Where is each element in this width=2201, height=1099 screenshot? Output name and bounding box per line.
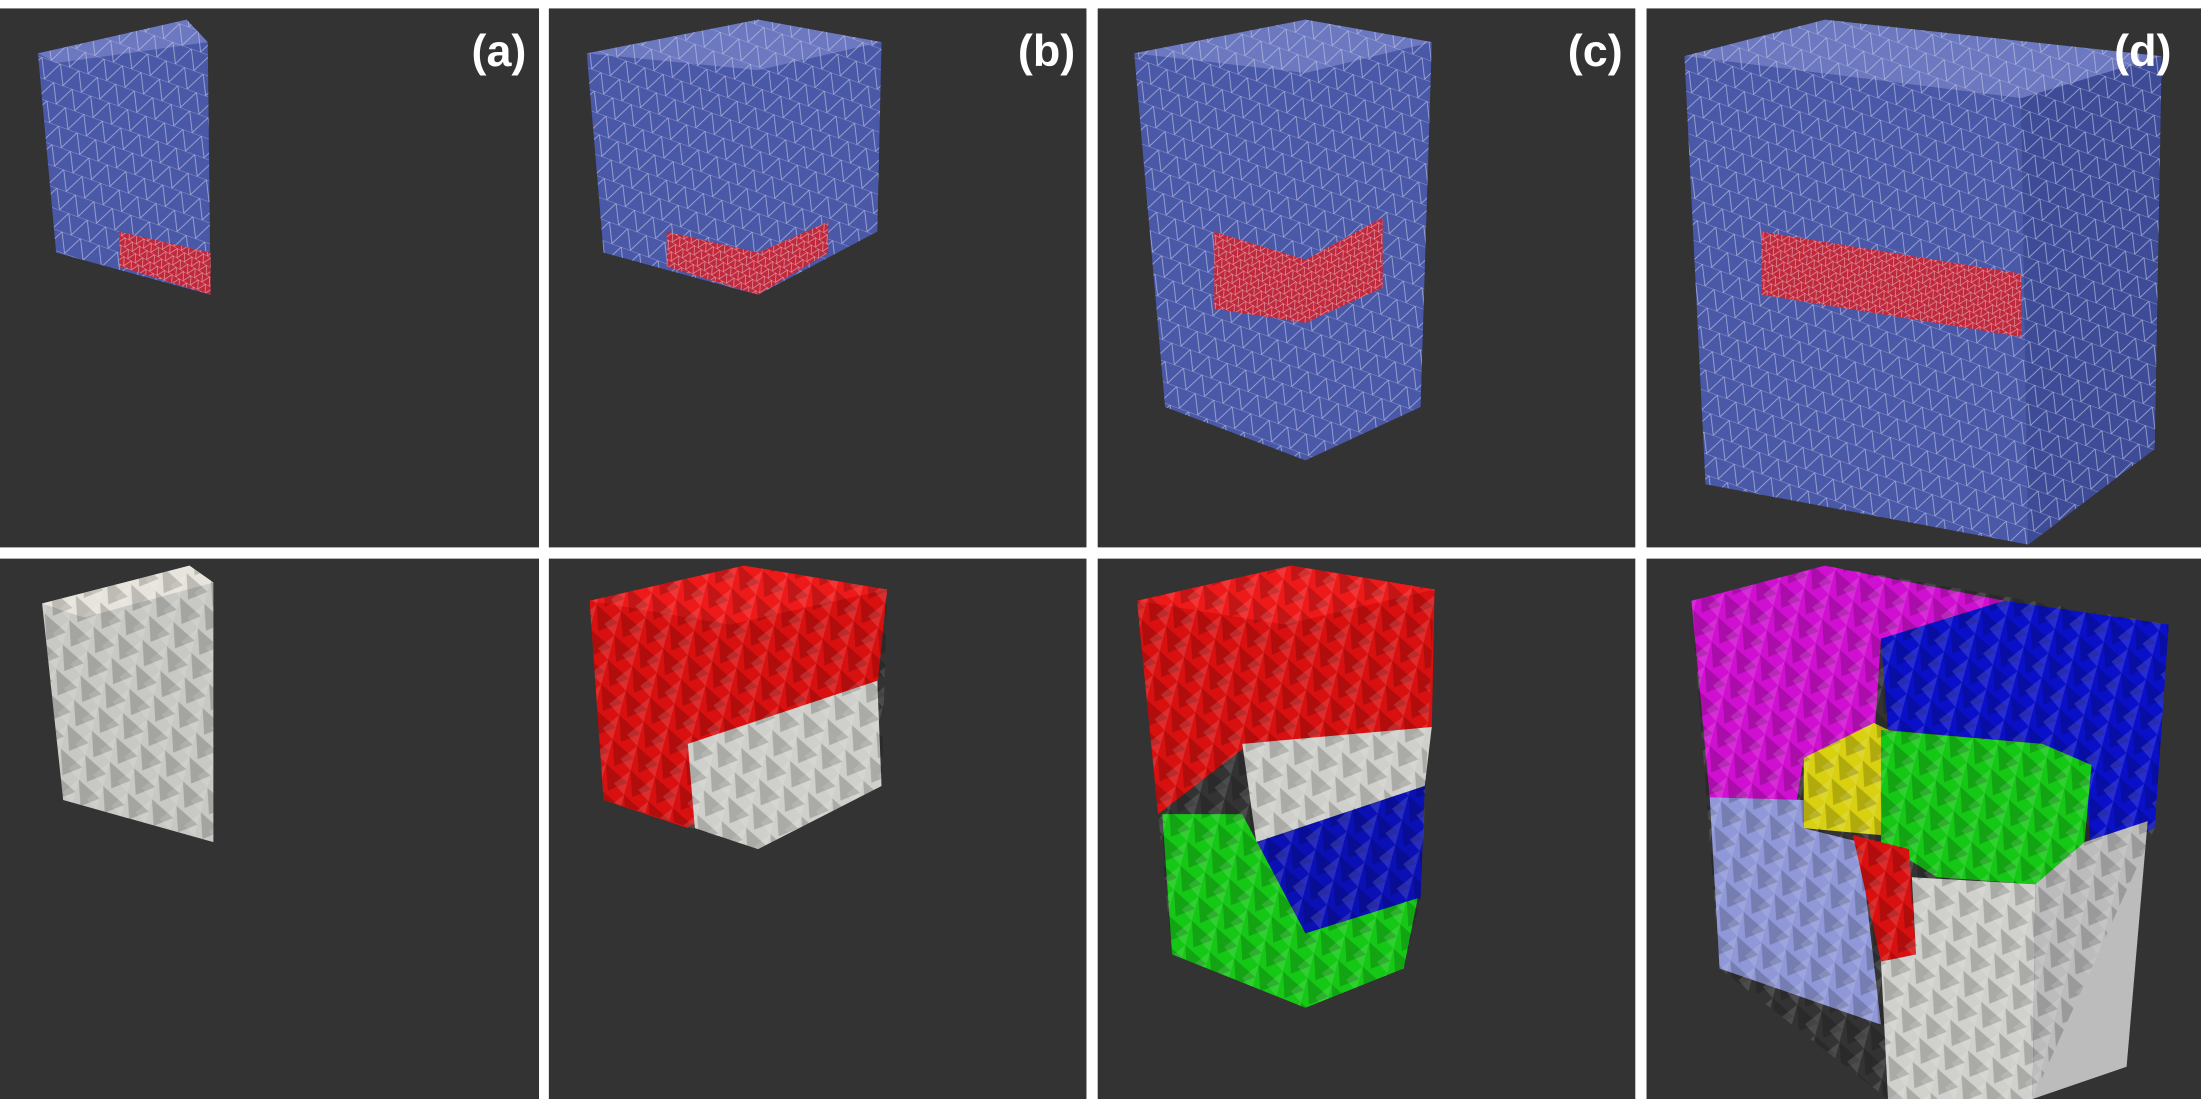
partition-d <box>1691 565 2169 1099</box>
panel-label: (a) <box>471 25 526 76</box>
panel-label: (c) <box>1568 25 1623 76</box>
partition-a <box>42 565 214 843</box>
mesh-a <box>37 19 211 295</box>
partition-b <box>589 565 888 850</box>
mesh-d <box>1684 19 2162 545</box>
mesh-b <box>586 19 882 295</box>
panel-label: (b) <box>1018 25 1075 76</box>
mesh-c <box>1134 19 1432 461</box>
panel-label: (d) <box>2114 25 2171 76</box>
partition-c <box>1136 565 1435 1008</box>
